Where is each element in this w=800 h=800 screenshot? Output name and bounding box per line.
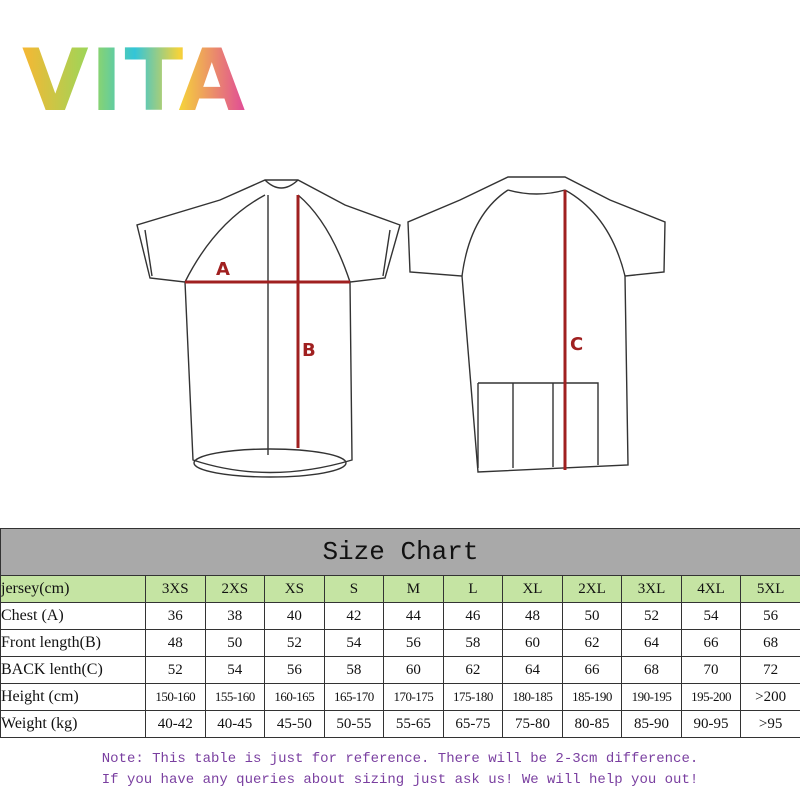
table-cell: 50: [561, 602, 623, 630]
table-cell: 3XL: [621, 575, 682, 603]
table-cell: 55-65: [383, 710, 444, 738]
table-cell: 155-160: [204, 683, 266, 711]
table-cell: 90-95: [680, 710, 742, 738]
table-cell: 56: [740, 602, 800, 630]
row-label: BACK lenth(C): [0, 656, 146, 684]
row-label: jersey(cm): [0, 575, 146, 603]
label-c: C: [570, 334, 583, 355]
table-cell: 48: [502, 602, 563, 630]
table-cell: 68: [740, 629, 800, 657]
note: Note: This table is just for reference. …: [101, 751, 699, 767]
table-cell: 64: [621, 629, 682, 657]
table-cell: 64: [502, 656, 563, 684]
label-b: B: [302, 340, 316, 361]
table-cell: 52: [145, 656, 206, 684]
table-cell: 75-80: [502, 710, 563, 738]
table-cell: 44: [383, 602, 444, 630]
table-cell: 185-190: [561, 683, 623, 711]
table-title: Size Chart: [0, 528, 800, 576]
table-cell: M: [383, 575, 444, 603]
table-cell: 2XL: [561, 575, 623, 603]
table-cell: 160-165: [264, 683, 325, 711]
table-cell: 54: [680, 602, 742, 630]
table-cell: 52: [264, 629, 325, 657]
table-row: jersey(cm) 3XS 2XS XS S M L XL 2XL 3XL 4XL 5XL: [0, 575, 800, 603]
logo: VITA: [22, 31, 247, 131]
table-cell: 2XS: [204, 575, 266, 603]
table-cell: 66: [680, 629, 742, 657]
table-cell: 50-55: [323, 710, 385, 738]
table-cell: 150-160: [145, 683, 206, 711]
row-label: Height (cm): [0, 683, 146, 711]
label-a: A: [216, 259, 230, 280]
product-image: VITA A B C: [22, 31, 666, 478]
table-cell: 80-85: [561, 710, 623, 738]
table-cell: 3XS: [145, 575, 206, 603]
front-jersey: [136, 179, 401, 478]
row-label: Front length(B): [0, 629, 146, 657]
table-cell: 65-75: [442, 710, 504, 738]
table-cell: 40: [264, 602, 325, 630]
table-cell: 56: [383, 629, 444, 657]
table-cell: 170-175: [383, 683, 444, 711]
table-cell: 60: [502, 629, 563, 657]
table-cell: 38: [204, 602, 266, 630]
table-cell: S: [323, 575, 385, 603]
table-cell: 56: [264, 656, 325, 684]
table-cell: L: [442, 575, 504, 603]
table-cell: >95: [740, 710, 800, 738]
row-label: Weight (kg): [0, 710, 146, 738]
table-cell: 190-195: [621, 683, 682, 711]
table-row: Weight (kg) 40-42 40-45 45-50 50-55 55-65 65-7…: [0, 710, 800, 738]
back-jersey: [407, 176, 666, 473]
table-row: Front length(B) 48 50 52 54 56 58 60 62 64 66 68: [0, 629, 800, 657]
size-table: Size Chart jersey(cm) 3XS 2XS XS S M L XL 2XL 3XL…: [0, 528, 800, 738]
table-row: Height (cm) 150-160 155-160 160-165 165-170 1…: [0, 683, 800, 711]
table-cell: 66: [561, 656, 623, 684]
table-cell: 68: [621, 656, 682, 684]
measure-lines: [185, 190, 567, 470]
table-cell: 52: [621, 602, 682, 630]
table-cell: 58: [323, 656, 385, 684]
table-cell: 36: [145, 602, 206, 630]
table-cell: 42: [323, 602, 385, 630]
table-cell: 165-170: [323, 683, 385, 711]
table-cell: 54: [323, 629, 385, 657]
table-cell: 62: [442, 656, 504, 684]
table-cell: 5XL: [740, 575, 800, 603]
table-cell: >200: [740, 683, 800, 711]
table-cell: 48: [145, 629, 206, 657]
row-label: Chest (A): [0, 602, 146, 630]
table-cell: 46: [442, 602, 504, 630]
table-cell: 45-50: [264, 710, 325, 738]
table-row: Chest (A) 36 38 40 42 44 46 48 50 52 54 56: [0, 602, 800, 630]
table-cell: 175-180: [442, 683, 504, 711]
table-cell: 62: [561, 629, 623, 657]
table-cell: XS: [264, 575, 325, 603]
table-cell: 180-185: [502, 683, 563, 711]
table-cell: 58: [442, 629, 504, 657]
table-cell: 60: [383, 656, 444, 684]
table-cell: 195-200: [680, 683, 742, 711]
table-cell: 4XL: [680, 575, 742, 603]
table-cell: 70: [680, 656, 742, 684]
table-cell: 54: [204, 656, 266, 684]
table-cell: 50: [204, 629, 266, 657]
table-cell: 85-90: [621, 710, 682, 738]
table-cell: 40-45: [204, 710, 266, 738]
note: If you have any queries about sizing jus…: [101, 772, 699, 788]
table-cell: 40-42: [145, 710, 206, 738]
table-row: BACK lenth(C) 52 54 56 58 60 62 64 66 68 70 72: [0, 656, 800, 684]
table-cell: 72: [740, 656, 800, 684]
table-cell: XL: [502, 575, 563, 603]
